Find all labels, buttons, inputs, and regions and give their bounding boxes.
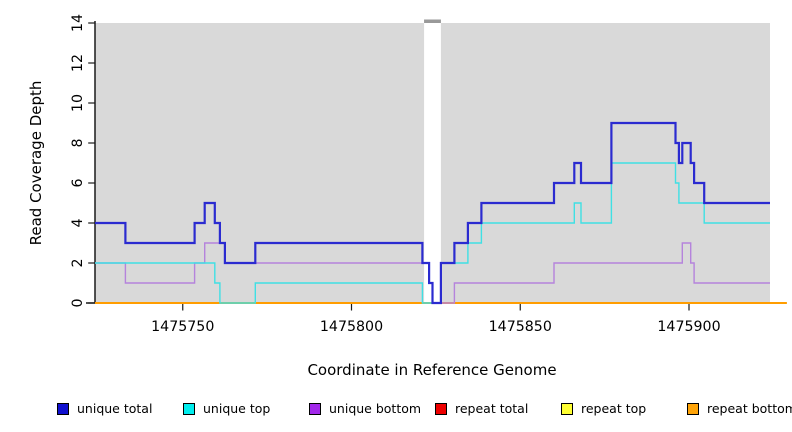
legend-label-repeat-total: repeat total (455, 401, 529, 416)
y-tick-label: 10 (70, 94, 86, 112)
legend-swatch-unique-top (183, 402, 195, 415)
legend-item-unique-top: unique top (183, 401, 309, 416)
legend-swatch-repeat-top (561, 402, 573, 415)
legend-swatch-repeat-bottom (687, 402, 699, 415)
legend-label-unique-top: unique top (203, 401, 271, 416)
x-axis-title: Coordinate in Reference Genome (307, 361, 557, 379)
legend-swatch-repeat-total (435, 402, 447, 415)
legend-item-unique-bottom: unique bottom (309, 401, 435, 416)
series-line-unique-total (95, 121, 770, 305)
x-tick-label: 1475800 (320, 319, 383, 335)
legend-swatch-unique-total (57, 402, 69, 415)
series-line-unique-top (95, 162, 770, 304)
legend-item-repeat-total: repeat total (435, 401, 561, 416)
legend-item-repeat-top: repeat top (561, 401, 687, 416)
legend-swatch-unique-bottom (309, 402, 321, 415)
y-tick-label: 12 (70, 54, 86, 72)
y-tick-label: 2 (70, 258, 86, 267)
legend: unique total unique top unique bottom repea… (57, 401, 792, 416)
y-tick-label: 14 (70, 14, 86, 32)
y-tick-label: 0 (70, 298, 86, 307)
x-tick-label: 1475750 (151, 319, 214, 335)
x-tick-label: 1475850 (489, 319, 552, 335)
y-tick-label: 4 (70, 218, 86, 227)
legend-label-unique-bottom: unique bottom (329, 401, 422, 416)
x-tick-label: 1475900 (657, 319, 720, 335)
legend-item-repeat-bottom: repeat bottom (687, 401, 792, 416)
plot-background-left (95, 23, 425, 303)
y-axis-title: Read Coverage Depth (27, 80, 45, 246)
legend-label-repeat-top: repeat top (581, 401, 647, 416)
legend-label-repeat-bottom: repeat bottom (707, 401, 792, 416)
plot-background-right (440, 23, 770, 303)
y-tick-label: 8 (70, 138, 86, 147)
legend-label-unique-total: unique total (77, 401, 153, 416)
masked-gap-top-marker (424, 19, 441, 23)
y-tick-label: 6 (70, 178, 86, 187)
legend-item-unique-total: unique total (57, 401, 183, 416)
